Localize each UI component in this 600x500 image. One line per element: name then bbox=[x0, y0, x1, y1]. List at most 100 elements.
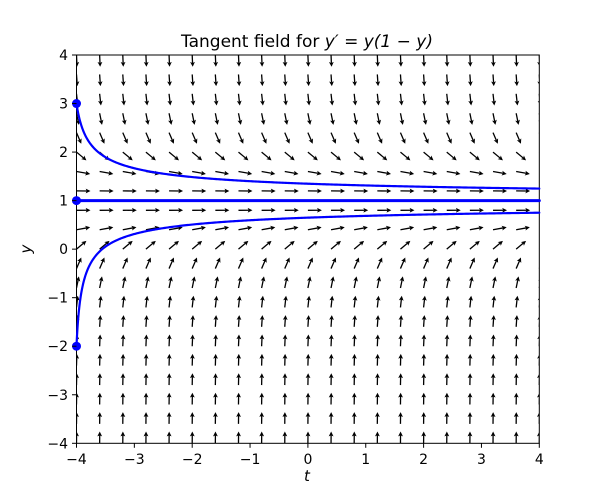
quiver-arrow-shaft bbox=[423, 260, 428, 269]
quiver-arrow-head bbox=[76, 353, 80, 359]
quiver-arrow-shaft bbox=[469, 93, 472, 102]
quiver-arrow-head bbox=[289, 240, 295, 246]
quiver-arrow-head bbox=[399, 276, 405, 282]
quiver-arrow-head bbox=[328, 392, 334, 398]
quiver-arrow-head bbox=[173, 155, 179, 161]
quiver-arrow-shaft bbox=[400, 170, 411, 174]
quiver-arrow-shaft bbox=[538, 248, 540, 250]
quiver-arrow-head bbox=[282, 373, 288, 379]
quiver-arrow-head bbox=[282, 81, 288, 87]
quiver-arrow-head bbox=[108, 170, 114, 176]
quiver-arrow-head bbox=[283, 100, 288, 106]
quiver-arrow-head bbox=[306, 276, 312, 282]
quiver-arrow-shaft bbox=[422, 279, 426, 289]
quiver-arrow-shaft bbox=[307, 113, 311, 122]
quiver-arrow-head bbox=[120, 392, 126, 398]
quiver-arrow-head bbox=[97, 334, 103, 340]
quiver-arrow-head bbox=[468, 276, 474, 282]
quiver-arrow-head bbox=[166, 412, 172, 417]
x-tick-label: 0 bbox=[303, 452, 312, 468]
quiver-arrow-head bbox=[237, 119, 243, 125]
quiver-arrow-head bbox=[445, 276, 451, 282]
quiver-arrow-head bbox=[514, 295, 520, 301]
quiver-arrow-head bbox=[478, 170, 484, 176]
quiver-arrow-shaft bbox=[307, 132, 312, 141]
quiver-arrow-head bbox=[191, 276, 196, 282]
quiver-arrow-shaft bbox=[469, 132, 474, 141]
quiver-arrow-head bbox=[513, 392, 519, 398]
quiver-arrow-head bbox=[490, 392, 496, 398]
quiver-arrow-head bbox=[455, 188, 461, 194]
quiver-arrow-shaft bbox=[330, 227, 342, 231]
quiver-arrow-head bbox=[155, 188, 160, 194]
quiver-arrow-shaft bbox=[191, 279, 195, 289]
quiver-arrow-shaft bbox=[400, 242, 408, 250]
quiver-arrow-head bbox=[120, 431, 126, 437]
quiver-arrow-head bbox=[150, 155, 156, 161]
quiver-arrow-head bbox=[144, 276, 150, 282]
quiver-arrow-head bbox=[444, 392, 450, 398]
quiver-arrow-head bbox=[455, 170, 461, 176]
quiver-arrow-shaft bbox=[98, 93, 102, 102]
quiver-arrow-head bbox=[335, 240, 341, 246]
quiver-arrow-shaft bbox=[307, 74, 310, 83]
quiver-arrow-head bbox=[432, 225, 438, 231]
quiver-arrow-head bbox=[491, 81, 496, 87]
quiver-arrow-head bbox=[328, 373, 334, 379]
quiver-arrow-head bbox=[520, 240, 527, 246]
quiver-arrow-head bbox=[378, 257, 383, 263]
quiver-arrow-shaft bbox=[423, 242, 432, 250]
quiver-arrow-head bbox=[358, 155, 365, 161]
quiver-arrow-shaft bbox=[237, 132, 243, 141]
quiver-arrow-shaft bbox=[284, 318, 286, 327]
quiver-arrow-shaft bbox=[330, 151, 339, 159]
quiver-arrow-shaft bbox=[191, 299, 194, 308]
quiver-arrow-shaft bbox=[260, 279, 264, 289]
quiver-arrow-head bbox=[305, 61, 311, 67]
quiver-arrow-head bbox=[131, 170, 137, 176]
quiver-arrow-shaft bbox=[353, 93, 356, 102]
quiver-arrow-head bbox=[260, 276, 266, 282]
quiver-arrow-shaft bbox=[307, 170, 318, 174]
quiver-arrow-head bbox=[191, 119, 196, 125]
quiver-arrow-shaft bbox=[214, 279, 218, 289]
quiver-arrow-head bbox=[237, 276, 243, 282]
quiver-arrow-head bbox=[144, 81, 149, 87]
quiver-arrow-head bbox=[98, 295, 103, 301]
quiver-arrow-head bbox=[375, 61, 381, 67]
quiver-arrow-head bbox=[236, 392, 241, 398]
quiver-arrow-shaft bbox=[353, 242, 362, 250]
quiver-arrow-shaft bbox=[446, 74, 448, 83]
quiver-arrow-head bbox=[516, 138, 522, 144]
quiver-arrow-head bbox=[544, 241, 549, 246]
quiver-arrow-head bbox=[329, 81, 334, 87]
quiver-arrow-head bbox=[493, 257, 499, 263]
quiver-arrow-head bbox=[120, 373, 126, 379]
quiver-arrow-head bbox=[247, 225, 253, 231]
quiver-arrow-head bbox=[514, 61, 519, 67]
quiver-arrow-shaft bbox=[122, 74, 124, 83]
quiver-arrow-shaft bbox=[215, 227, 226, 231]
quiver-arrow-shaft bbox=[284, 74, 286, 83]
quiver-arrow-head bbox=[501, 170, 507, 176]
quiver-arrow-head bbox=[97, 61, 103, 67]
quiver-arrow-head bbox=[328, 353, 334, 359]
quiver-arrow-head bbox=[467, 412, 473, 417]
quiver-arrow-head bbox=[236, 315, 242, 321]
quiver-arrow-head bbox=[351, 392, 357, 398]
quiver-arrow-head bbox=[85, 188, 91, 194]
quiver-arrow-shaft bbox=[76, 242, 84, 250]
quiver-arrow-shaft bbox=[307, 151, 316, 159]
quiver-arrow-shaft bbox=[214, 318, 217, 327]
quiver-arrow-head bbox=[331, 138, 337, 144]
quiver-arrow-head bbox=[213, 392, 218, 398]
quiver-arrow-shaft bbox=[515, 260, 521, 269]
axis-ticks: −4 −3 −2 −1 0 1 2 3 4 −4 −3 −2 −1 0 1 2 3 4 bbox=[47, 48, 543, 468]
quiver-arrow-head bbox=[285, 138, 290, 144]
quiver-arrow-head bbox=[444, 334, 450, 340]
y-tick-label: 0 bbox=[59, 242, 68, 258]
quiver-arrow-head bbox=[501, 225, 507, 231]
quiver-arrow-head bbox=[305, 353, 311, 359]
quiver-arrow-head bbox=[424, 257, 429, 263]
